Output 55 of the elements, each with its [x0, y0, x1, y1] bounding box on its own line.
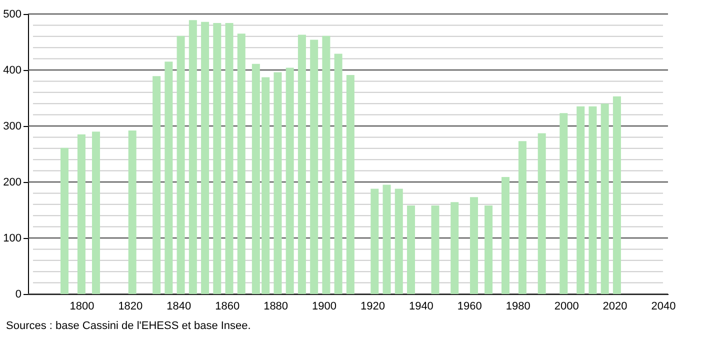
y-tick-label: 100 — [3, 232, 22, 244]
bar — [538, 133, 546, 294]
bar — [382, 184, 391, 294]
y-tick-label: 500 — [3, 8, 22, 20]
source-note: Sources : base Cassini de l'EHESS et base Insee. — [6, 320, 251, 332]
x-tick-label: 1980 — [506, 300, 530, 312]
x-tick-label: 1840 — [166, 300, 192, 312]
bar — [612, 96, 621, 294]
y-tick-label: 0 — [15, 288, 22, 300]
bar — [431, 206, 440, 294]
y-tick-label: 400 — [3, 64, 22, 76]
bar — [164, 62, 173, 294]
bar — [213, 22, 222, 294]
bar — [286, 68, 294, 294]
bar — [201, 22, 210, 294]
bar — [92, 132, 100, 294]
bar — [128, 130, 136, 294]
x-tick-label: 1920 — [360, 300, 385, 312]
bar — [237, 34, 246, 294]
bar — [588, 106, 597, 294]
x-tick-label: 1820 — [118, 300, 143, 312]
x-tick-label: 2040 — [651, 300, 676, 312]
bar — [225, 22, 234, 294]
x-tick-label: 1800 — [70, 300, 94, 312]
bar — [518, 141, 526, 294]
y-tick-label: 200 — [3, 176, 22, 188]
bar — [77, 134, 86, 294]
x-tick-label: 2020 — [602, 300, 628, 312]
bar — [274, 72, 282, 294]
bar — [60, 148, 68, 294]
x-tick-label: 1860 — [215, 300, 240, 312]
bar — [346, 75, 354, 294]
bar — [176, 36, 185, 294]
bar — [394, 188, 403, 294]
bar — [152, 76, 161, 294]
bar — [484, 206, 493, 294]
x-tick-label: 1940 — [408, 300, 434, 312]
bar — [322, 36, 330, 294]
y-tick-label: 300 — [3, 120, 22, 132]
x-tick-label: 1880 — [264, 300, 288, 312]
bar — [407, 206, 415, 294]
bar — [188, 20, 197, 294]
bar — [334, 54, 342, 294]
bar — [370, 188, 379, 294]
bar — [560, 113, 568, 294]
x-tick-label: 2000 — [554, 300, 579, 312]
bar — [502, 176, 510, 294]
bar — [298, 34, 306, 294]
bar — [576, 106, 585, 294]
bar — [310, 40, 318, 294]
bar — [600, 104, 609, 294]
x-tick-label: 1960 — [457, 300, 482, 312]
bar — [450, 202, 459, 294]
x-tick-label: 1900 — [312, 300, 337, 312]
bar — [470, 197, 478, 294]
